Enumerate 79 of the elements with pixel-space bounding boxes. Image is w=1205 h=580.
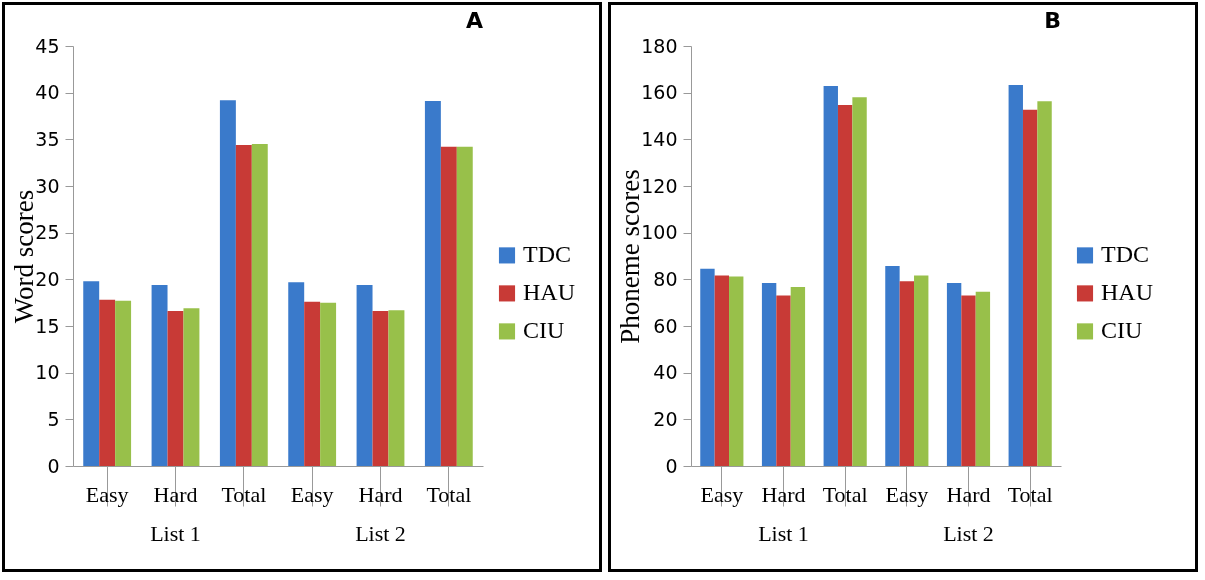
text: List 1 <box>758 521 809 546</box>
y-tick-label: 15 <box>35 314 60 337</box>
bar <box>424 101 441 466</box>
legend-label: HAU <box>523 279 575 306</box>
text: List 2 <box>355 521 406 546</box>
y-tick-label: 10 <box>35 361 60 384</box>
bar <box>219 100 236 466</box>
legend-label: CIU <box>1101 317 1143 344</box>
y-tick-label: 120 <box>641 174 678 197</box>
y-tick-label: 20 <box>653 407 678 430</box>
chart-title: A <box>465 8 483 33</box>
bar <box>823 85 838 466</box>
bar <box>946 283 962 466</box>
legend-label: TDC <box>1101 241 1149 268</box>
legend-label: HAU <box>1101 279 1153 306</box>
y-tick-label: 45 <box>35 34 60 57</box>
text: List 2 <box>943 521 994 546</box>
y-tick-label: 5 <box>47 407 60 430</box>
x-tick-label: Total <box>822 481 868 507</box>
bar <box>372 311 389 466</box>
y-tick-label: 60 <box>653 314 678 337</box>
bar <box>151 284 168 466</box>
legend-label: TDC <box>523 241 571 268</box>
text: List 1 <box>150 521 201 546</box>
bar <box>83 281 100 466</box>
x-tick-label: Easy <box>290 481 334 507</box>
bar <box>235 144 252 466</box>
bar <box>1037 101 1052 466</box>
bar <box>183 308 200 466</box>
x-tick-label: Total <box>221 481 267 507</box>
y-tick-label: 160 <box>641 81 678 104</box>
x-tick-label: Total <box>426 481 472 507</box>
bar <box>729 276 744 466</box>
bar <box>167 311 184 466</box>
x-tick-label: Total <box>1007 481 1053 507</box>
bar <box>975 291 991 466</box>
x-tick-label: Hard <box>153 481 198 507</box>
bar <box>852 97 867 466</box>
x-tick-label: Easy <box>85 481 129 507</box>
chart-title: B <box>1044 8 1061 33</box>
bar <box>776 295 791 466</box>
bar <box>899 281 915 466</box>
bar <box>320 302 337 466</box>
y-tick-label: 35 <box>35 127 60 150</box>
bar <box>356 284 373 466</box>
y-tick-label: 0 <box>665 454 678 477</box>
y-tick-label: 80 <box>653 267 678 290</box>
bar <box>456 146 473 466</box>
bar <box>837 105 853 466</box>
x-tick-label: Hard <box>761 481 806 507</box>
bar <box>440 146 457 466</box>
y-tick-label: 40 <box>35 81 60 104</box>
y-tick-label: 40 <box>653 361 678 384</box>
bar <box>115 300 132 466</box>
bar <box>1008 84 1023 466</box>
legend-label: CIU <box>523 317 565 344</box>
y-tick-label: 25 <box>35 221 60 244</box>
y-tick-label: 140 <box>641 127 678 150</box>
y-tick-label: 0 <box>47 454 60 477</box>
y-tick-label: 20 <box>35 267 60 290</box>
bar <box>790 287 806 466</box>
x-tick-label: Hard <box>946 481 991 507</box>
y-tick-label: 180 <box>641 34 678 57</box>
bar <box>388 310 405 466</box>
bar <box>251 144 268 466</box>
bar <box>99 299 116 466</box>
bar <box>714 275 730 466</box>
bar <box>288 282 305 466</box>
x-tick-label: Hard <box>358 481 403 507</box>
bar <box>761 283 777 466</box>
bar <box>914 275 929 466</box>
x-tick-label: Easy <box>885 481 929 507</box>
x-tick-label: Easy <box>700 481 744 507</box>
y-tick-label: 30 <box>35 174 60 197</box>
bar <box>304 301 321 466</box>
bar <box>700 268 715 466</box>
bar <box>961 295 976 466</box>
bar <box>1022 109 1038 466</box>
bar <box>885 266 900 466</box>
